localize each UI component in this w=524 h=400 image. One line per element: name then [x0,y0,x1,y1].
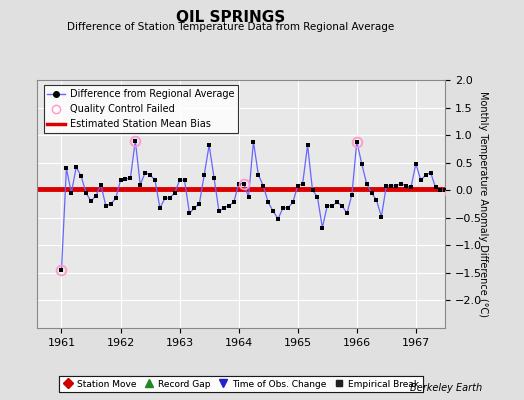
Point [357,160,366,167]
Point [225,202,233,209]
Point [87,198,95,204]
Point [161,195,169,202]
Point [289,199,297,206]
Point [151,177,159,184]
Point [372,197,380,203]
Point [417,177,425,184]
Point [230,199,238,206]
Point [180,177,189,184]
Point [313,194,322,200]
Point [436,187,445,194]
Point [156,205,164,211]
Point [338,202,346,209]
Point [323,202,332,209]
Point [427,169,435,176]
Point [264,199,272,206]
Point [343,210,351,216]
Point [166,195,174,201]
Point [456,92,464,99]
Point [239,180,248,187]
Text: Berkeley Earth: Berkeley Earth [410,383,482,393]
Point [283,205,292,211]
Point [67,190,75,196]
Point [215,208,223,214]
Point [254,172,263,178]
Point [367,190,376,196]
Point [446,190,454,196]
Point [57,267,66,273]
Point [363,180,371,187]
Point [77,173,85,180]
Point [112,195,120,202]
Point [259,183,267,189]
Point [205,142,213,148]
Point [412,160,420,167]
Point [82,190,90,196]
Point [200,172,209,178]
Point [269,208,277,214]
Point [387,183,396,189]
Point [62,165,71,171]
Point [195,201,203,207]
Point [234,180,243,187]
Point [146,172,154,178]
Point [185,210,194,216]
Point [382,183,390,189]
Y-axis label: Monthly Temperature Anomaly Difference (°C): Monthly Temperature Anomaly Difference (… [478,91,488,317]
Point [116,177,125,184]
Point [397,180,405,187]
Point [466,187,474,194]
Point [308,187,316,194]
Point [170,190,179,196]
Point [402,183,410,189]
Text: Difference of Station Temperature Data from Regional Average: Difference of Station Temperature Data f… [67,22,394,32]
Point [421,172,430,178]
Point [106,201,115,207]
Point [451,219,460,225]
Point [249,138,258,145]
Point [407,184,415,191]
Point [92,192,100,199]
Point [348,192,356,198]
Point [431,184,440,191]
Point [121,176,129,182]
Point [441,187,450,194]
Point [96,182,105,188]
Point [244,194,253,200]
Point [274,216,282,222]
Point [72,164,81,170]
Point [333,199,341,206]
Point [353,138,361,145]
Point [392,183,400,189]
Point [136,182,145,188]
Point [377,214,386,220]
Point [279,205,287,211]
Text: OIL SPRINGS: OIL SPRINGS [176,10,285,25]
Point [461,125,470,132]
Point [131,138,139,144]
Point [126,175,135,181]
Point [318,224,326,231]
Point [141,169,149,176]
Point [102,202,110,209]
Point [299,180,307,187]
Point [176,177,184,184]
Point [190,205,199,211]
Point [210,175,219,181]
Point [293,183,302,189]
Legend: Station Move, Record Gap, Time of Obs. Change, Empirical Break: Station Move, Record Gap, Time of Obs. C… [59,376,423,392]
Point [220,205,228,211]
Point [328,202,336,209]
Point [303,142,312,148]
